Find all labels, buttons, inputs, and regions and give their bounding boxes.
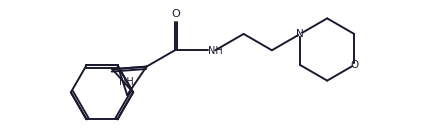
Text: O: O — [350, 60, 358, 70]
Text: NH: NH — [119, 77, 134, 87]
Text: NH: NH — [208, 46, 223, 56]
Text: N: N — [296, 29, 304, 39]
Text: O: O — [172, 9, 180, 19]
